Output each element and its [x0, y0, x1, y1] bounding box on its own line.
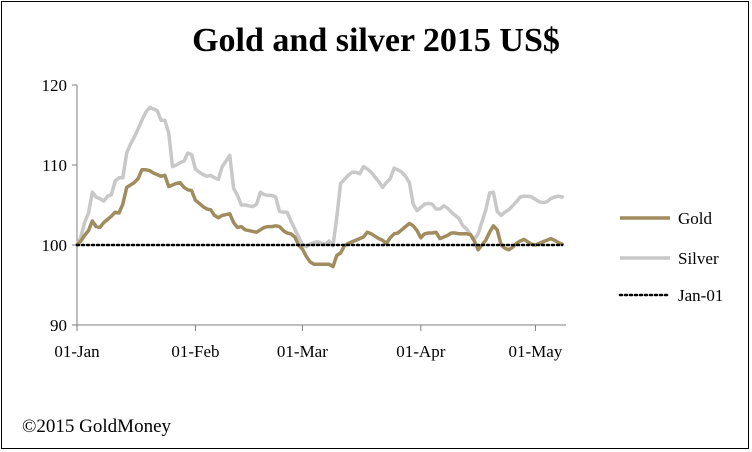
legend: Gold Silver Jan-01: [618, 209, 723, 305]
axes: 90 100 110 120 01-Jan 01-Feb 01-Mar 01-Apr 01-Ma…: [42, 76, 566, 361]
x-tick-label: 01-Jan: [54, 342, 100, 361]
plot-area: [75, 105, 564, 269]
series-line-gold: [75, 168, 564, 269]
legend-label: Gold: [678, 209, 713, 228]
x-tick-label: 01-May: [509, 342, 563, 361]
copyright-text: ©2015 GoldMoney: [22, 416, 172, 437]
series-line-silver: [75, 105, 564, 249]
y-tick-label: 110: [42, 156, 67, 175]
legend-label: Silver: [678, 249, 719, 268]
legend-label: Jan-01: [678, 286, 723, 305]
x-tick-label: 01-Apr: [396, 342, 445, 361]
y-tick-label: 120: [42, 76, 68, 95]
x-tick-label: 01-Mar: [277, 342, 328, 361]
y-tick-label: 100: [42, 236, 68, 255]
y-tick-label: 90: [50, 316, 67, 335]
x-tick-label: 01-Feb: [171, 342, 219, 361]
chart-title: Gold and silver 2015 US$: [192, 22, 560, 59]
